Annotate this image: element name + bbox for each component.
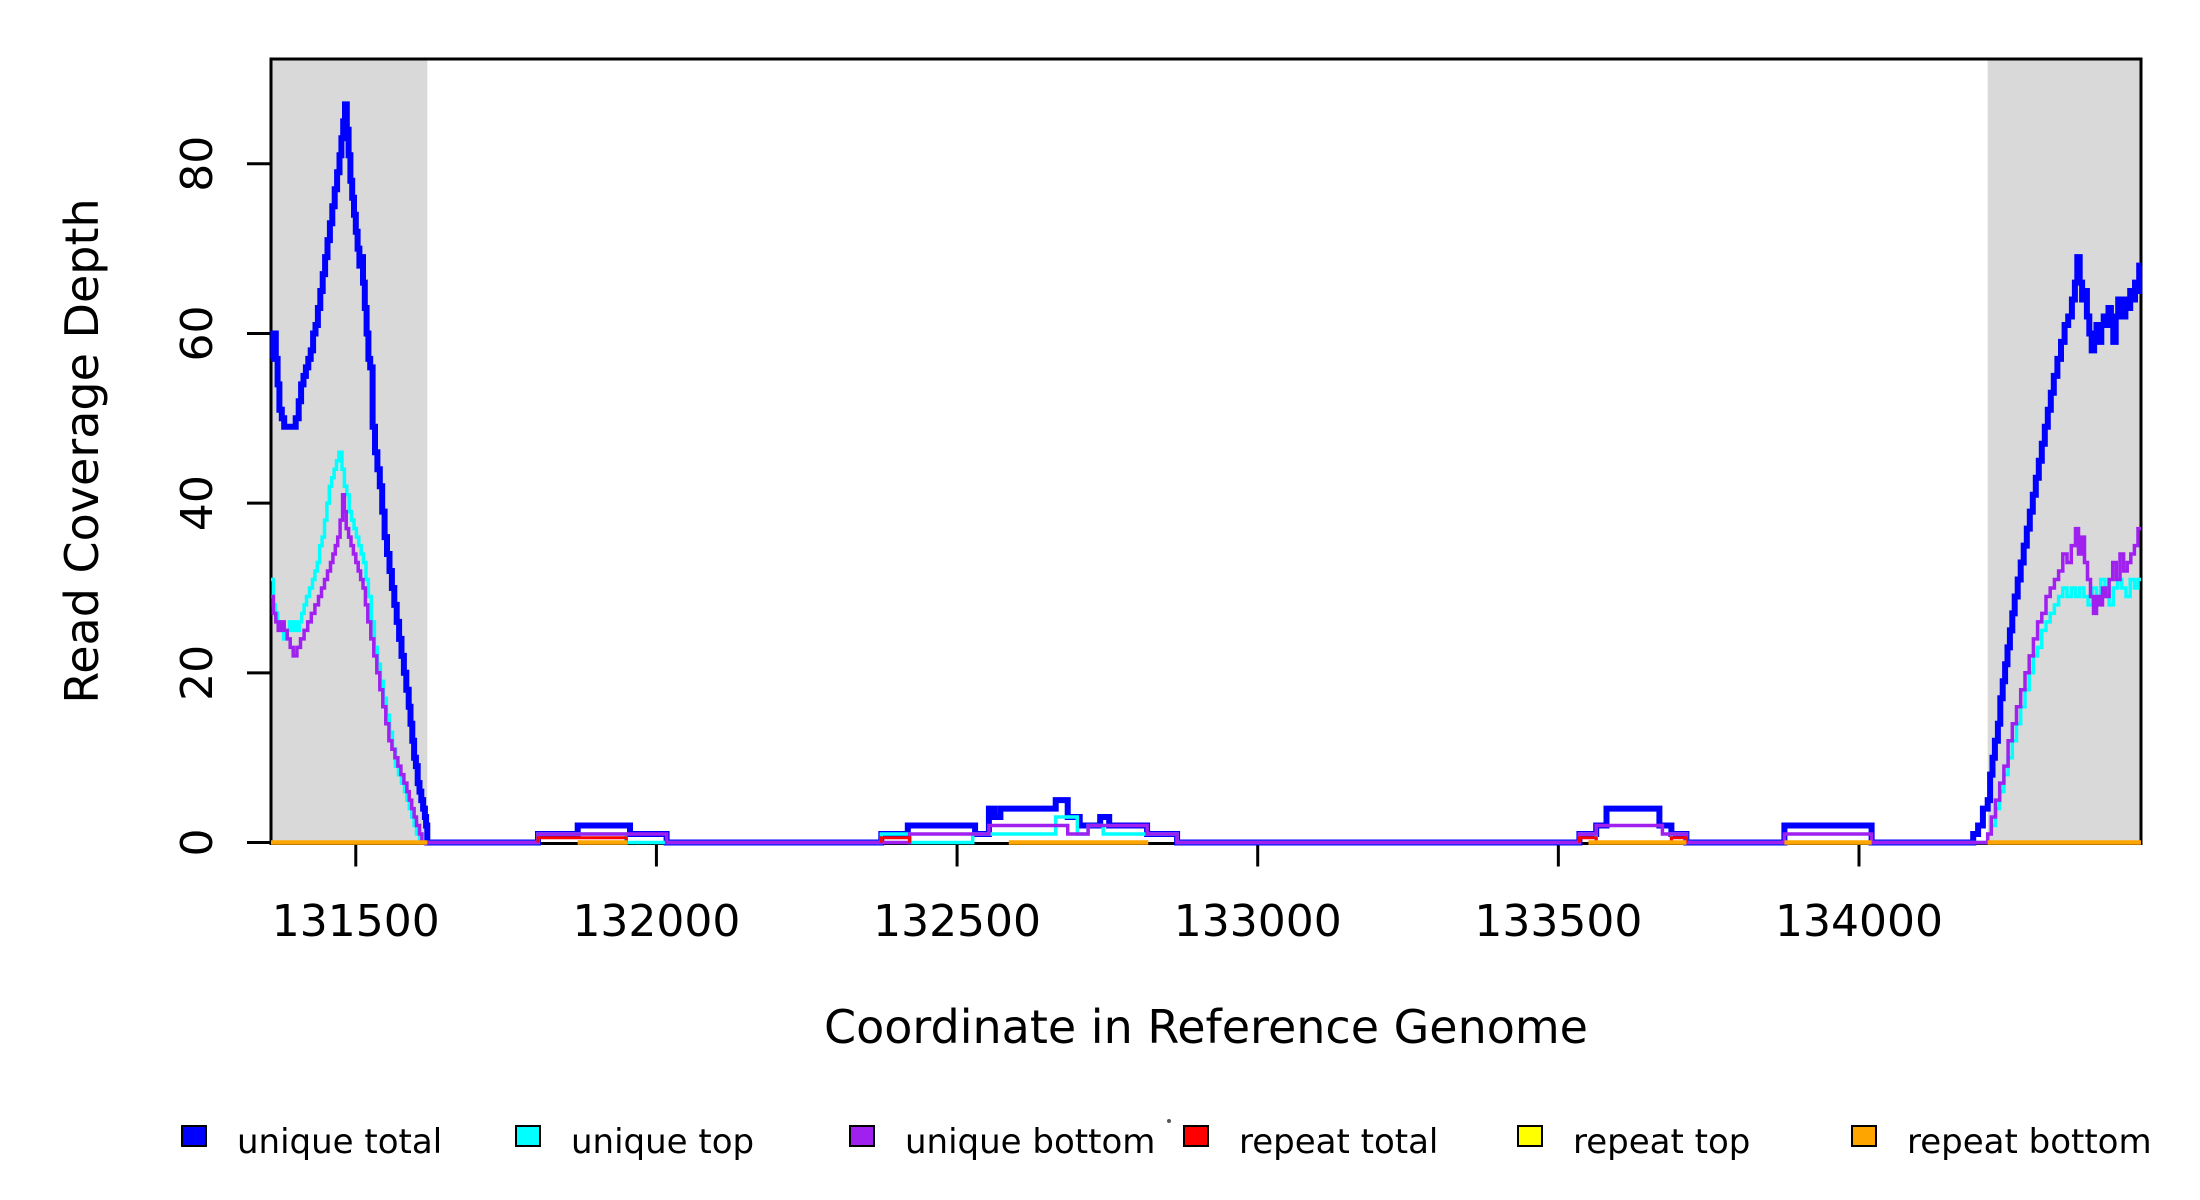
y-axis-title: Read Coverage Depth [55, 198, 109, 704]
y-tick-label: 40 [172, 475, 223, 531]
series-segment-repeat-total [1669, 836, 1688, 843]
x-tick-label: 133500 [1474, 896, 1642, 947]
repeat-region-shading [1987, 59, 2141, 845]
x-tick-label: 131500 [272, 896, 440, 947]
x-tick-label: 134000 [1775, 896, 1943, 947]
series-segment-repeat-total [879, 836, 912, 843]
series-line-unique-total [270, 101, 2143, 846]
y-tick-label: 80 [172, 136, 223, 192]
x-tick-label: 132500 [873, 896, 1041, 947]
y-tick-label: 60 [172, 305, 223, 361]
x-tick-label: 132000 [572, 896, 740, 947]
series-line-unique-bottom [271, 492, 2141, 845]
x-tick-label: 133000 [1174, 896, 1342, 947]
series-segment-repeat-total [536, 836, 628, 843]
series-segment-repeat-total [1577, 836, 1598, 843]
x-axis-title: Coordinate in Reference Genome [824, 1000, 1588, 1054]
plot-border-box [269, 57, 2143, 845]
y-tick-label: 0 [172, 829, 223, 857]
repeat-region-shading [271, 59, 428, 845]
series-line-unique-top [271, 450, 2141, 845]
stray-dot-artifact [1167, 1119, 1171, 1123]
y-tick-label: 20 [172, 645, 223, 701]
